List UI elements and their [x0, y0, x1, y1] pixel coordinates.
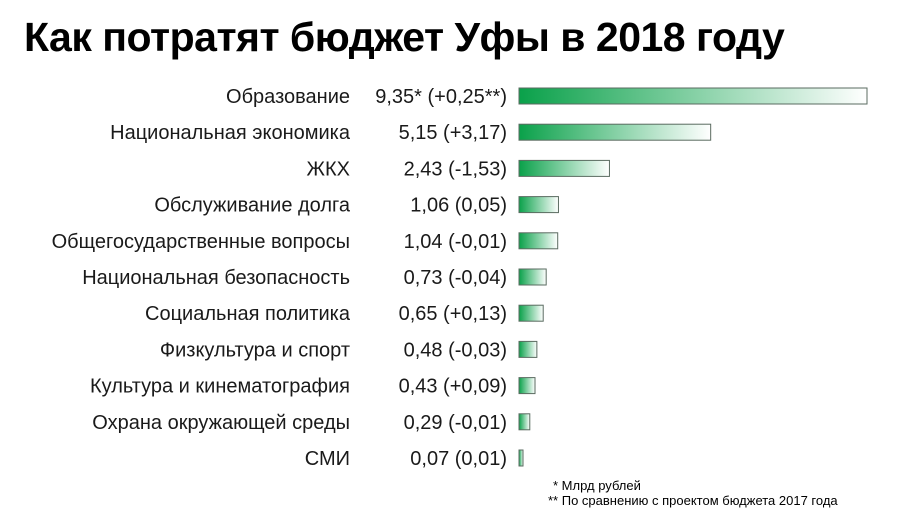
page-title: Как потратят бюджет Уфы в 2018 году: [24, 14, 785, 60]
bar: [518, 232, 559, 250]
value-label: 5,15 (+3,17): [399, 122, 507, 144]
category-label: Общегосударственные вопросы: [52, 231, 350, 253]
category-label: Обслуживание долга: [154, 195, 351, 217]
category-label: СМИ: [305, 448, 350, 470]
bar: [518, 159, 610, 177]
value-label: 0,73 (-0,04): [404, 267, 507, 289]
category-label: Национальная безопасность: [82, 267, 350, 289]
value-label: 0,29 (-0,01): [404, 412, 507, 434]
category-label: ЖКХ: [307, 158, 350, 180]
category-label: Образование: [226, 86, 350, 108]
bar: [518, 196, 559, 214]
bar: [518, 304, 544, 322]
value-label: 0,43 (+0,09): [399, 376, 507, 398]
value-label: 0,48 (-0,03): [404, 339, 507, 361]
category-label: Культура и кинематография: [90, 376, 350, 398]
value-label: 0,65 (+0,13): [399, 303, 507, 325]
value-label: 1,04 (-0,01): [404, 231, 507, 253]
bar: [518, 87, 868, 105]
bar: [518, 377, 536, 395]
value-label: 9,35* (+0,25**): [375, 86, 507, 108]
bar: [518, 268, 547, 286]
category-label: Физкультура и спорт: [160, 339, 350, 361]
category-label: Социальная политика: [145, 303, 351, 325]
bar: [518, 449, 524, 467]
value-label: 2,43 (-1,53): [404, 158, 507, 180]
category-label: Охрана окружающей среды: [92, 412, 350, 434]
bar: [518, 413, 531, 431]
bar: [518, 340, 538, 358]
value-label: 1,06 (0,05): [410, 195, 507, 217]
value-label: 0,07 (0,01): [410, 448, 507, 470]
bar: [518, 123, 712, 141]
category-label: Национальная экономика: [110, 122, 351, 144]
